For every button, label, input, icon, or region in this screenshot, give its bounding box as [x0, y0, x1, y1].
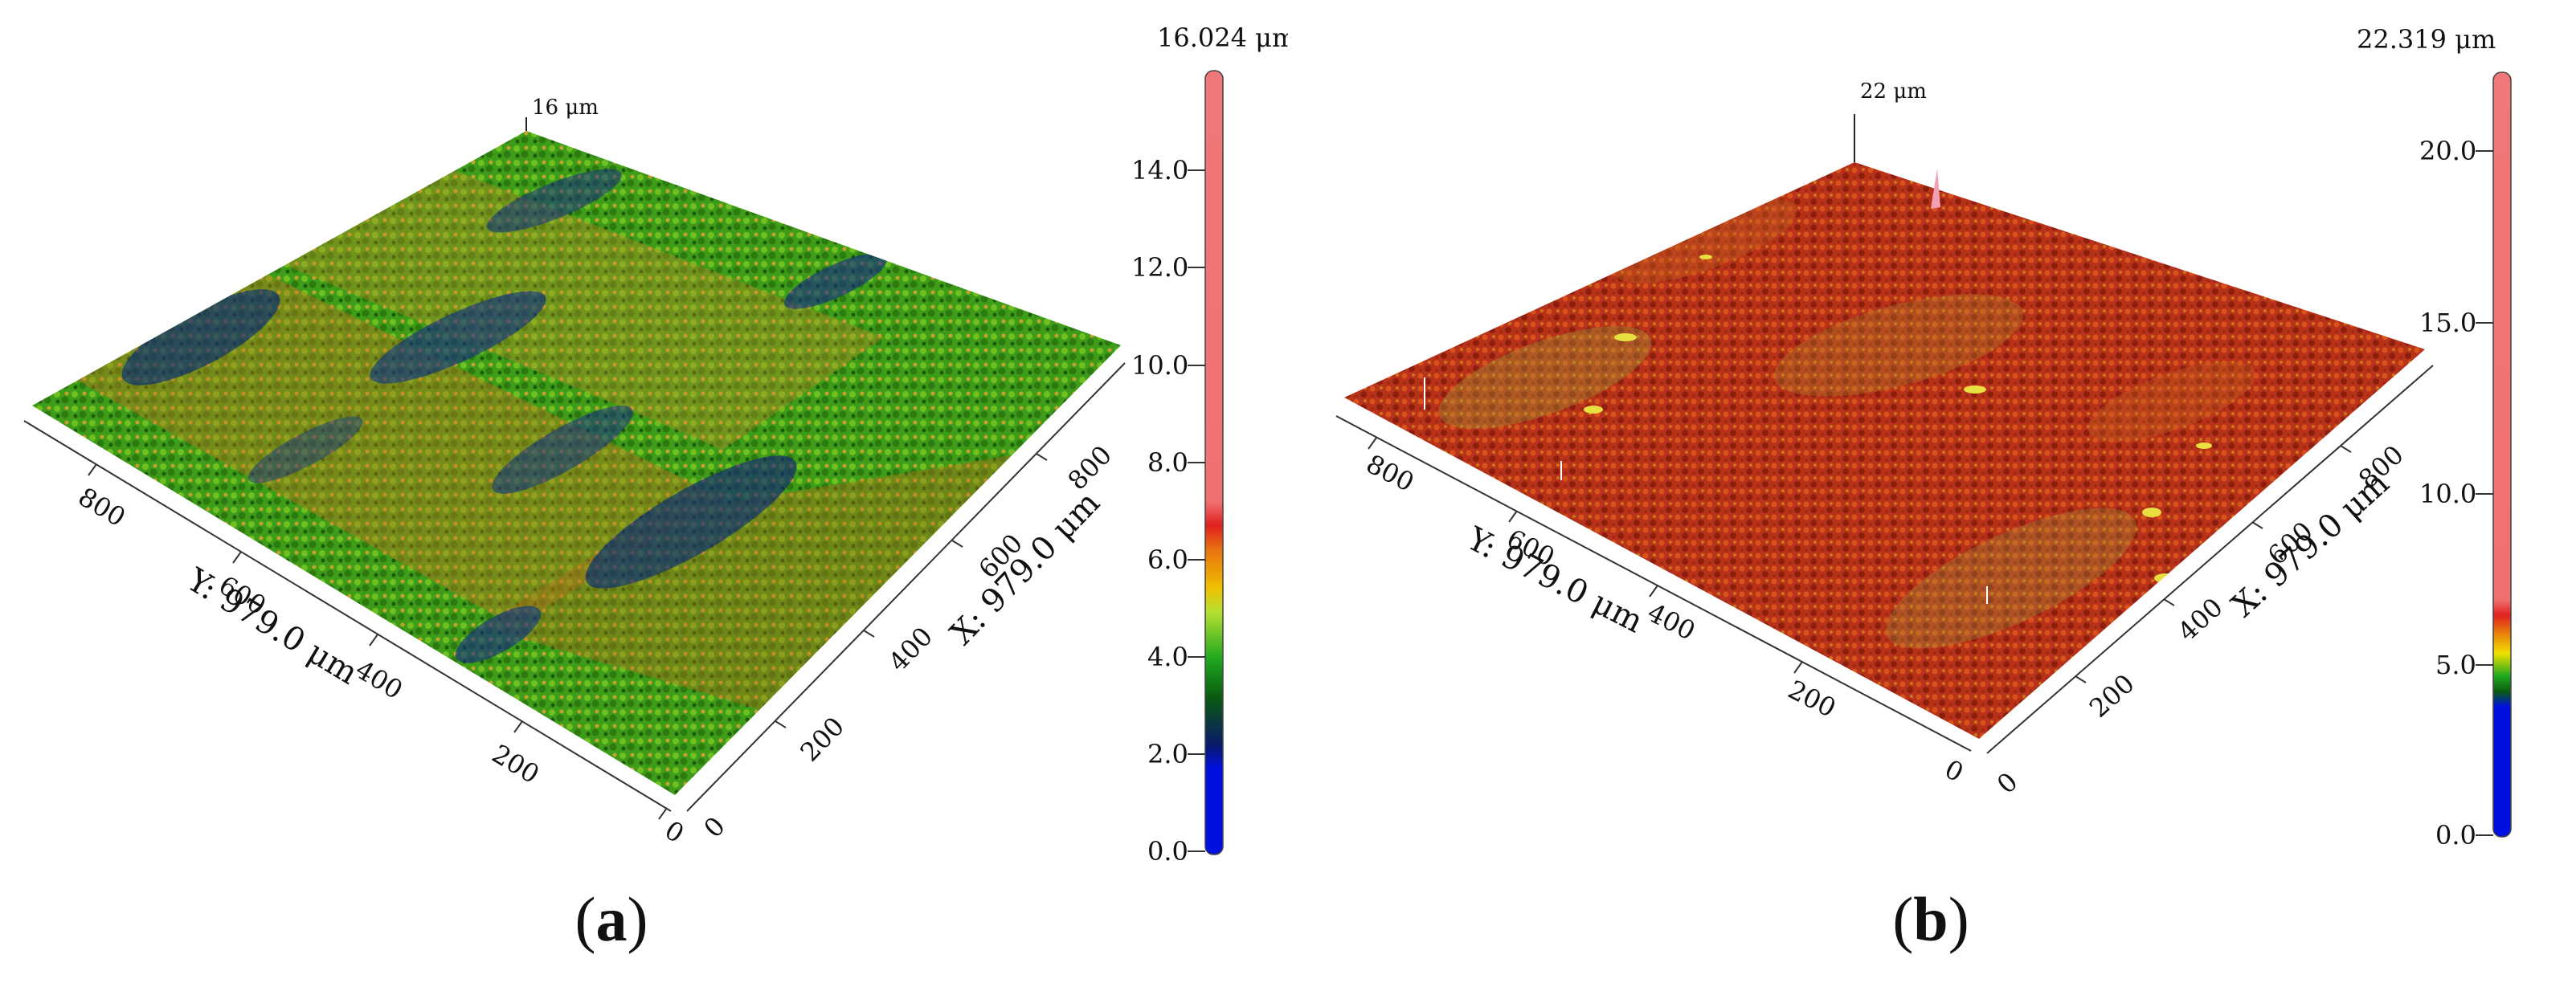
colorbar-tick-a-14: 14.0 — [1131, 155, 1188, 186]
colorbar-tick-a-4: 4.0 — [1147, 642, 1188, 672]
x-tick-800: 800 — [1061, 439, 1118, 496]
panel-b: 22 μm 800 600 400 200 0 Y: 979.0 μm 0 20… — [1288, 0, 2576, 983]
colorbar-b: 22.319 μm 20.0 15.0 10.0 5.0 0.0 — [2357, 24, 2512, 850]
colorbar-max-label-a: 16.024 μm — [1157, 22, 1288, 53]
y-tick-200-b: 200 — [1783, 674, 1841, 724]
colorbar-a: 16.024 μm 14.0 12.0 10.0 8.0 6.0 4.0 2.0… — [1131, 22, 1288, 867]
x-tick-400-b: 400 — [2172, 592, 2229, 647]
colorbar-tick-a-0: 0.0 — [1147, 836, 1188, 867]
colorbar-tick-b-10: 10.0 — [2419, 479, 2476, 509]
y-tick-200: 200 — [487, 738, 545, 789]
colorbar-tick-a-2: 2.0 — [1147, 739, 1188, 769]
y-tick-800: 800 — [73, 481, 131, 532]
surface-topography-a — [32, 131, 1121, 795]
x-tick-400: 400 — [882, 621, 938, 677]
colorbar-tick-a-10: 10.0 — [1131, 350, 1188, 381]
colorbar-tick-b-5: 5.0 — [2435, 650, 2476, 680]
x-tick-0: 0 — [697, 811, 730, 844]
caption-a: (a) — [574, 884, 648, 954]
x-tick-200: 200 — [794, 711, 850, 767]
x-tick-200-b: 200 — [2083, 668, 2141, 724]
panel-a-figure: 16 μm 800 600 400 200 0 Y: 979.0 μm 0 20… — [23, 22, 1288, 867]
peak-label-b: 22 μm — [1860, 80, 1927, 104]
colorbar-tick-a-6: 6.0 — [1147, 545, 1188, 575]
x-axis-title-a: X: 979.0 μm — [943, 484, 1107, 652]
colorbar-tick-b-20: 20.0 — [2419, 136, 2476, 166]
y-tick-0: 0 — [660, 814, 689, 849]
peak-label-a: 16 μm — [532, 96, 599, 120]
caption-b: (b) — [1892, 884, 1969, 954]
y-tick-0-b: 0 — [1940, 753, 1968, 788]
colorbar-tick-a-8: 8.0 — [1147, 447, 1188, 478]
x-tick-0-b: 0 — [1991, 766, 2024, 800]
surface-topography-b — [1344, 162, 2425, 739]
panel-b-figure: 22 μm 800 600 400 200 0 Y: 979.0 μm 0 20… — [1335, 24, 2512, 850]
panel-a: 16 μm 800 600 400 200 0 Y: 979.0 μm 0 20… — [23, 22, 1288, 954]
colorbar-tick-b-15: 15.0 — [2419, 308, 2476, 338]
colorbar-max-label-b: 22.319 μm — [2357, 24, 2496, 55]
colorbar-tick-a-12: 12.0 — [1131, 252, 1188, 283]
colorbar-tick-b-0: 0.0 — [2435, 820, 2476, 850]
